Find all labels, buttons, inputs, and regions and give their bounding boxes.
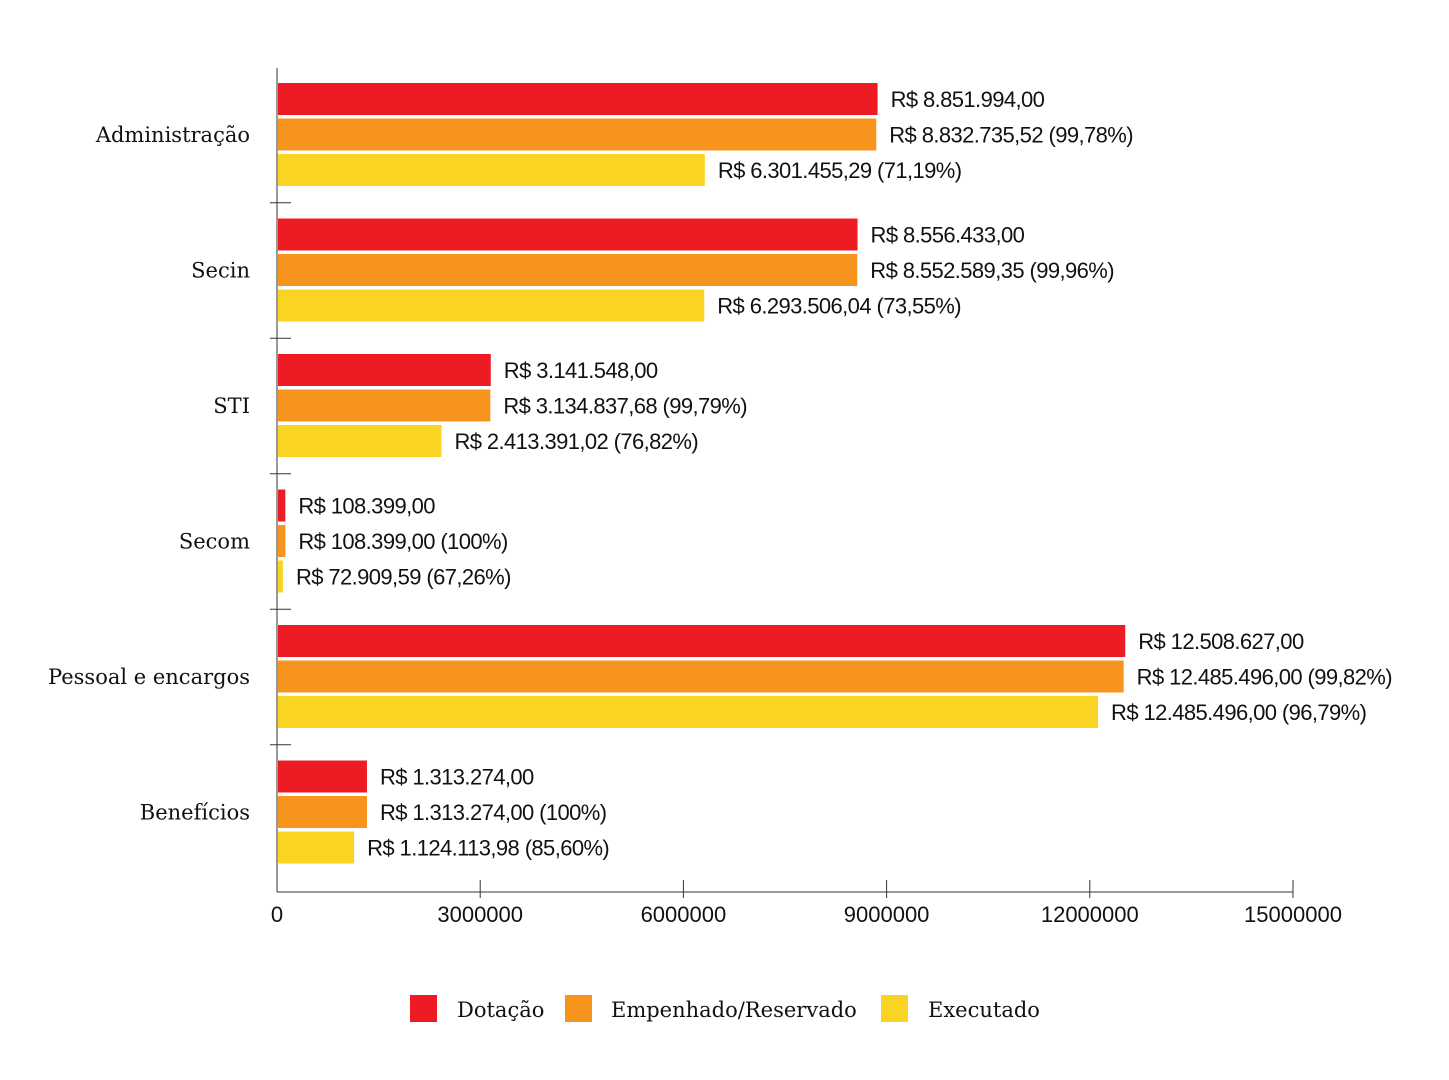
category-label: Pessoal e encargos xyxy=(48,665,250,689)
bar-empenhado xyxy=(278,118,877,151)
data-label: R$ 3.141.548,00 xyxy=(504,358,658,383)
data-label: R$ 8.851.994,00 xyxy=(891,87,1045,112)
legend-label: Dotação xyxy=(457,998,544,1022)
x-tick-label: 3000000 xyxy=(437,902,523,927)
bar-dotacao xyxy=(278,83,878,115)
bar-dotacao xyxy=(278,489,286,522)
bar-empenhado xyxy=(278,796,367,828)
category-label: Secom xyxy=(179,530,250,554)
data-label: R$ 8.552.589,35 (99,96%) xyxy=(870,258,1114,283)
data-label: R$ 8.556.433,00 xyxy=(871,223,1025,248)
bar-dotacao xyxy=(278,625,1126,657)
data-label: R$ 12.508.627,00 xyxy=(1138,629,1304,654)
bar-empenhado xyxy=(278,660,1124,693)
bar-executado xyxy=(278,289,705,322)
bar-dotacao xyxy=(278,354,491,386)
bar-executado xyxy=(278,154,705,186)
data-label: R$ 108.399,00 (100%) xyxy=(298,529,507,554)
bar-dotacao xyxy=(278,760,367,793)
bar-dotacao xyxy=(278,218,858,251)
data-label: R$ 1.313.274,00 xyxy=(380,765,534,790)
bar-empenhado xyxy=(278,254,858,286)
data-label: R$ 6.293.506,04 (73,55%) xyxy=(717,294,961,319)
bar-executado xyxy=(278,560,283,593)
legend-swatch xyxy=(881,995,908,1022)
data-label: R$ 3.134.837,68 (99,79%) xyxy=(503,394,747,419)
data-label: R$ 108.399,00 xyxy=(298,494,435,519)
legend-swatch xyxy=(410,995,437,1022)
category-label: Administração xyxy=(95,123,250,147)
bar-empenhado xyxy=(278,525,286,557)
data-label: R$ 6.301.455,29 (71,19%) xyxy=(718,158,962,183)
legend-swatch xyxy=(565,995,592,1022)
x-tick-label: 6000000 xyxy=(641,902,727,927)
legend-label: Empenhado/Reservado xyxy=(611,998,857,1022)
legend-label: Executado xyxy=(928,998,1040,1022)
data-label: R$ 72.909,59 (67,26%) xyxy=(296,565,511,590)
bar-executado xyxy=(278,696,1099,728)
data-label: R$ 1.313.274,00 (100%) xyxy=(380,800,607,825)
category-label: STI xyxy=(213,394,250,418)
x-tick-label: 9000000 xyxy=(844,902,930,927)
data-label: R$ 12.485.496,00 (99,82%) xyxy=(1137,665,1392,690)
data-label: R$ 8.832.735,52 (99,78%) xyxy=(889,123,1133,148)
x-tick-label: 12000000 xyxy=(1041,902,1139,927)
data-label: R$ 1.124.113,98 (85,60%) xyxy=(367,836,609,861)
data-label: R$ 2.413.391,02 (76,82%) xyxy=(454,429,698,454)
category-label: Secin xyxy=(191,259,250,283)
category-label: Benefícios xyxy=(140,801,250,825)
x-tick-label: 15000000 xyxy=(1244,902,1342,927)
bar-executado xyxy=(278,831,355,864)
bar-executado xyxy=(278,425,442,457)
x-tick-label: 0 xyxy=(271,902,283,927)
bar-empenhado xyxy=(278,389,491,422)
data-label: R$ 12.485.496,00 (96,79%) xyxy=(1111,700,1366,725)
